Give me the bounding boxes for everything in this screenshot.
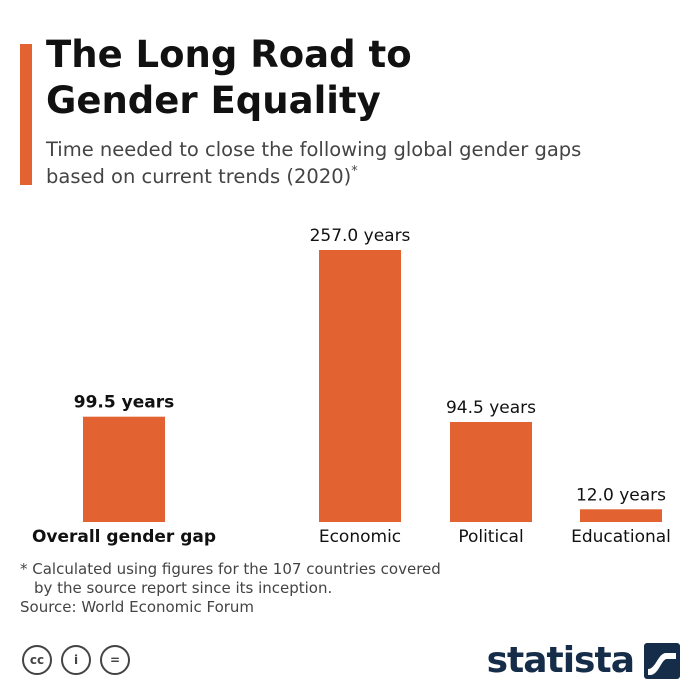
value-label-0: 99.5 years xyxy=(74,393,174,413)
category-label-0: Overall gender gap xyxy=(32,527,216,547)
value-label-3: 12.0 years xyxy=(576,485,666,505)
category-label-2: Political xyxy=(458,527,523,547)
subtitle-line-2: based on current trends (2020)* xyxy=(46,163,686,190)
license-icons: cc i = xyxy=(22,645,130,675)
source-text: Source: World Economic Forum xyxy=(20,598,255,616)
bar-chart-svg: 99.5 years Overall gender gap 257.0 years E… xyxy=(32,226,671,547)
brand-wordmark: statista xyxy=(486,640,635,681)
title-line-1: The Long Road to xyxy=(46,33,412,76)
attribution-icon[interactable]: i xyxy=(61,645,91,675)
statista-logo[interactable]: statista xyxy=(487,640,680,681)
subtitle-footnote-mark: * xyxy=(351,164,358,179)
chart-title: The Long Road to Gender Equality xyxy=(46,32,666,124)
category-label-1: Economic xyxy=(319,527,401,547)
footnote: * Calculated using figures for the 107 c… xyxy=(20,560,680,617)
no-derivatives-icon[interactable]: = xyxy=(100,645,130,675)
value-label-2: 94.5 years xyxy=(446,398,536,418)
chart-subtitle: Time needed to close the following globa… xyxy=(46,136,686,190)
title-line-2: Gender Equality xyxy=(46,79,381,122)
bar-1 xyxy=(319,250,401,522)
bar-3 xyxy=(580,509,662,522)
subtitle-line-2-text: based on current trends (2020) xyxy=(46,165,352,188)
subtitle-line-1: Time needed to close the following globa… xyxy=(46,138,582,161)
bar-2 xyxy=(450,421,532,522)
creative-commons-icon[interactable]: cc xyxy=(22,645,52,675)
footnote-line-1: * Calculated using figures for the 107 c… xyxy=(20,560,441,578)
bar-chart: 99.5 years Overall gender gap 257.0 years E… xyxy=(0,200,700,560)
category-label-3: Educational xyxy=(571,527,671,547)
title-accent-bar xyxy=(20,44,32,185)
footnote-line-2: by the source report since its inception… xyxy=(34,579,333,597)
statista-mark-icon xyxy=(644,642,680,679)
value-label-1: 257.0 years xyxy=(310,226,411,246)
bar-0 xyxy=(83,416,165,522)
